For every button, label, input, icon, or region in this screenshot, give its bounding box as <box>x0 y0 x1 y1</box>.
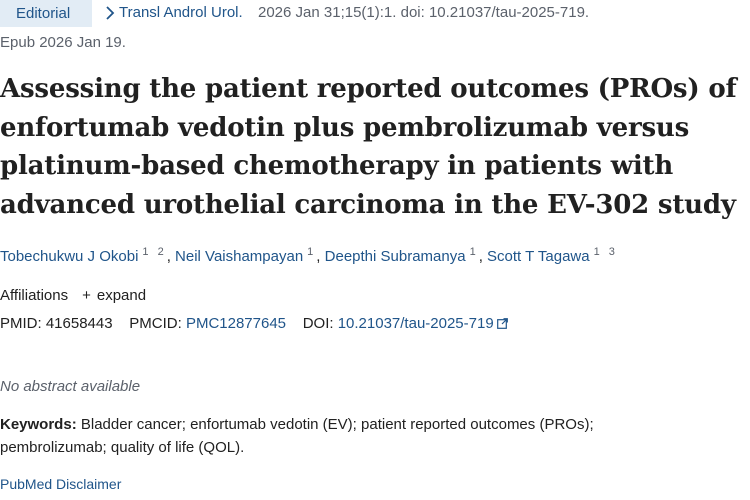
citation-details: 2026 Jan 31;15(1):1. doi: 10.21037/tau-2… <box>258 4 590 21</box>
article-type-badge: Editorial <box>0 0 92 27</box>
keywords-text: Bladder cancer; enfortumab vedotin (EV);… <box>0 416 594 456</box>
affiliation-refs[interactable]: 1 <box>307 246 317 258</box>
author-link[interactable]: Deepthi Subramanya <box>324 248 466 265</box>
keywords: Keywords: Bladder cancer; enfortumab ved… <box>0 413 700 459</box>
chevron-right-icon[interactable] <box>104 5 116 21</box>
external-link-icon[interactable] <box>496 316 508 329</box>
plus-icon: + <box>82 287 91 304</box>
affiliation-refs[interactable]: 1 2 <box>142 246 167 258</box>
pmid-label: PMID: <box>0 315 42 332</box>
doi-link[interactable]: 10.21037/tau-2025-719 <box>337 315 494 332</box>
author-link[interactable]: Neil Vaishampayan <box>175 248 304 265</box>
epub-date: Epub 2026 Jan 19. <box>0 34 126 51</box>
identifiers: PMID: 41658443 PMCID: PMC12877645 DOI: 1… <box>0 315 508 332</box>
affiliation-refs[interactable]: 1 <box>469 246 479 258</box>
affiliations-toggle[interactable]: Affiliations + expand <box>0 287 146 304</box>
keywords-label: Keywords: <box>0 416 77 433</box>
pubmed-disclaimer-link[interactable]: PubMed Disclaimer <box>0 476 122 492</box>
author-link[interactable]: Tobechukwu J Okobi <box>0 248 139 265</box>
article-title: Assessing the patient reported outcomes … <box>0 74 737 220</box>
expand-label[interactable]: expand <box>96 287 147 304</box>
doi-label: DOI: <box>302 315 334 332</box>
author-link[interactable]: Scott T Tagawa <box>487 248 590 265</box>
journal-link[interactable]: Transl Androl Urol. <box>119 4 243 21</box>
pmcid-link[interactable]: PMC12877645 <box>185 315 287 332</box>
pmcid-label: PMCID: <box>129 315 182 332</box>
affiliation-refs[interactable]: 1 3 <box>593 246 618 258</box>
authors-list: Tobechukwu J Okobi 1 2, Neil Vaishampayan… <box>0 246 618 265</box>
pmid-value: 41658443 <box>45 315 113 332</box>
affiliations-label: Affiliations <box>0 287 69 304</box>
publication-line: Editorial Transl Androl Urol. 2026 Jan 3… <box>0 0 750 28</box>
no-abstract-note: No abstract available <box>0 378 141 395</box>
